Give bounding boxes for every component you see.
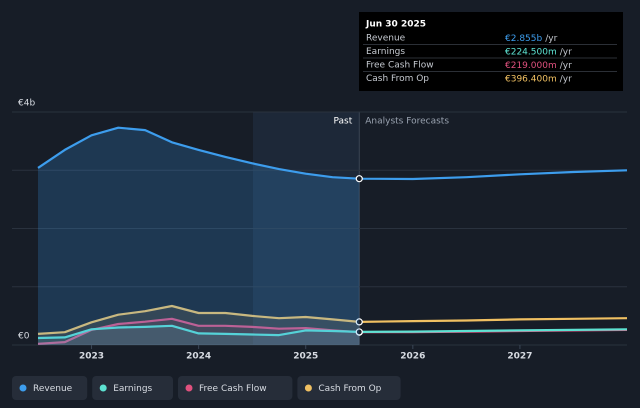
legend-pill [12,376,88,400]
y-tick-label: €0 [18,332,30,342]
legend-pill [92,376,173,400]
tooltip-unit: /yr [560,61,572,71]
x-tick-label: 2024 [186,352,211,362]
tooltip-name: Revenue [366,34,406,44]
tooltip-value: €2.855b/yr [505,34,558,44]
x-tick-label: 2026 [400,352,425,362]
legend-item[interactable]: Free Cash Flow [178,376,293,400]
legend-label: Free Cash Flow [199,384,267,394]
tooltip-box [359,12,623,91]
tooltip-value-label: €2.855b [505,34,542,44]
tooltip-value: €224.500m/yr [505,47,572,57]
legend-label: Earnings [113,384,152,394]
x-tick-label: 2025 [293,352,318,362]
y-tick-label: €4b [18,99,35,109]
legend-pill [297,376,401,400]
legend-swatch [19,384,27,392]
hover-point [355,318,363,326]
tooltip-name: Cash From Op [366,74,429,84]
series-area [38,127,360,345]
series-line [37,126,628,181]
series-line [37,324,628,340]
hover-point [355,328,363,336]
hover-point [355,175,363,183]
series-line [37,304,628,335]
tooltip-value-label: €219.000m [505,61,557,71]
past-label: Past [334,117,353,127]
tooltip-unit: /yr [545,34,557,44]
legend-swatch [185,384,193,392]
tooltip-date: Jun 30 2025 [365,20,426,30]
tooltip-unit: /yr [560,47,572,57]
series-area [38,325,360,345]
x-tick-label: 2023 [79,352,104,362]
tooltip-name: Free Cash Flow [366,61,434,71]
forecast-label: Analysts Forecasts [365,117,449,127]
tooltip-value: €219.000m/yr [505,61,572,71]
legend-label: Cash From Op [318,384,381,394]
x-tick-label: 2027 [507,352,532,362]
legend-label: Revenue [33,384,73,394]
tooltip-unit: /yr [560,74,572,84]
tooltip-name: Earnings [366,47,405,57]
legend-pill [178,376,293,400]
tooltip-value: €396.400m/yr [505,74,572,84]
series-area [38,318,360,345]
legend-swatch [304,384,312,392]
legend-swatch [99,384,107,392]
legend-item[interactable]: Cash From Op [297,376,401,400]
tooltip-value-label: €224.500m [505,47,557,57]
legend-item[interactable]: Revenue [12,376,88,400]
legend-item[interactable]: Earnings [92,376,173,400]
tooltip-value-label: €396.400m [505,74,557,84]
